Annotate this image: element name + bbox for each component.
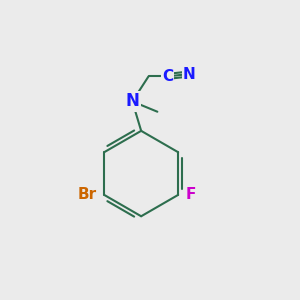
- Text: F: F: [185, 188, 196, 202]
- Text: Br: Br: [78, 188, 97, 202]
- Text: N: N: [125, 92, 139, 110]
- Text: N: N: [182, 67, 195, 82]
- Text: C: C: [162, 69, 173, 84]
